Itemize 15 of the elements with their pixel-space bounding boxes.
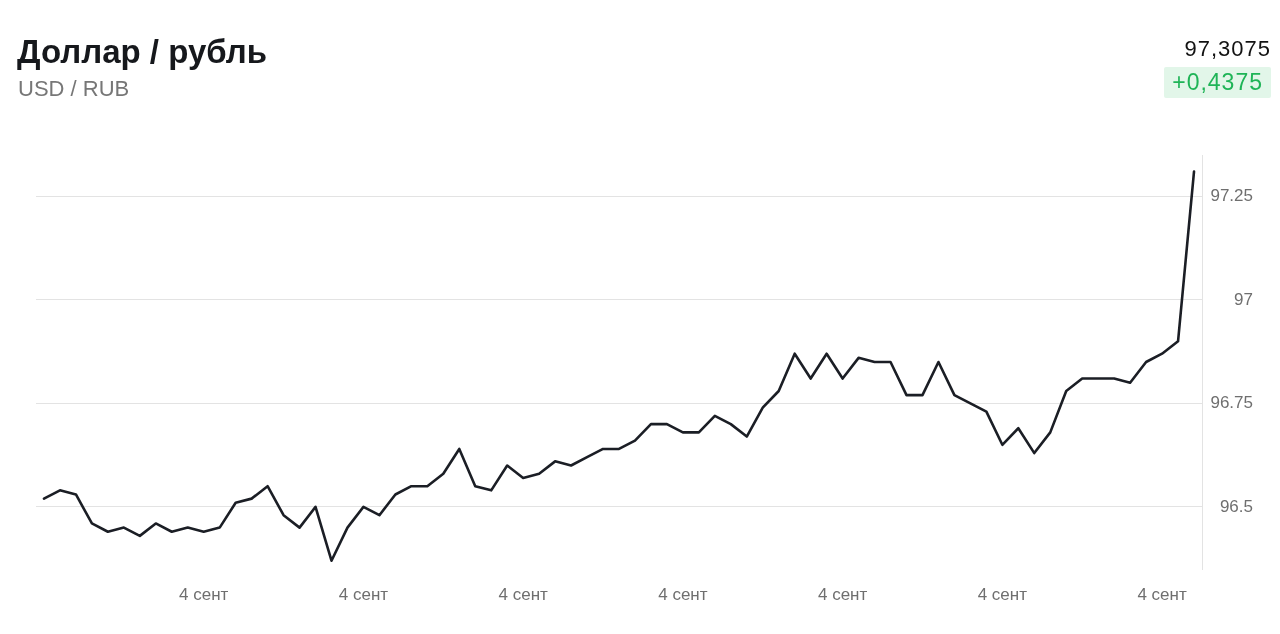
text: +0,4375 xyxy=(1164,67,1271,98)
x-tick-label: 4 сент xyxy=(179,584,229,604)
x-tick-label: 4 сент xyxy=(1137,584,1187,604)
y-tick-label: 97 xyxy=(1234,289,1253,309)
y-tick-label: 96.5 xyxy=(1219,496,1253,516)
x-tick-label: 4 сент xyxy=(817,584,868,604)
chart-subtitle: USD / RUB xyxy=(18,76,130,102)
y-tick-label: 96.75 xyxy=(1210,393,1253,413)
x-tick-label: 4 сент xyxy=(338,584,389,604)
y-tick-label: 97.25 xyxy=(1210,186,1253,206)
chart-title: Доллар / рубль xyxy=(17,32,268,72)
x-tick-label: 4 сент xyxy=(658,584,708,604)
text: 97,3075 xyxy=(1184,35,1271,63)
x-tick-label: 4 сент xyxy=(977,584,1028,604)
x-tick-label: 4 сент xyxy=(498,584,549,604)
